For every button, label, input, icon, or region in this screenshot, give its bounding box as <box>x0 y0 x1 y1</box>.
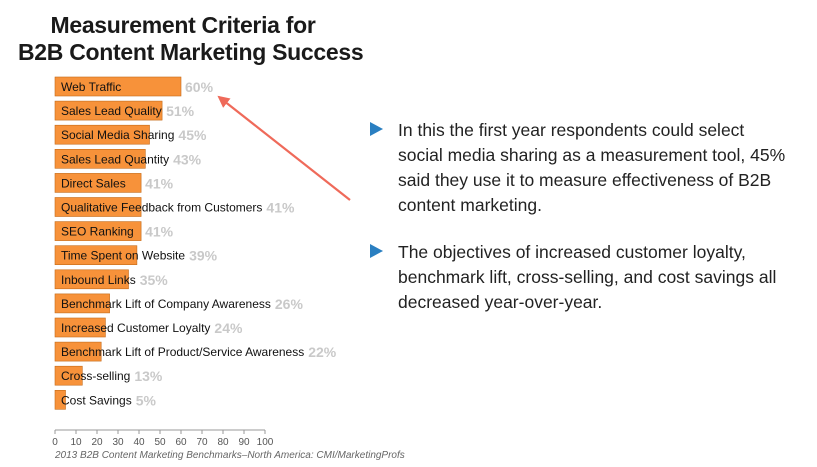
bar-value-label: 41% <box>266 200 295 216</box>
chart-title-line2: B2B Content Marketing Success <box>18 39 364 65</box>
bar-category-label: Benchmark Lift of Product/Service Awaren… <box>61 345 304 359</box>
x-tick-label: 40 <box>133 437 145 448</box>
bullet-list: In this the first year respondents could… <box>370 118 790 337</box>
bar-category-label: Time Spent on Website <box>61 249 185 263</box>
source-citation: 2013 B2B Content Marketing Benchmarks–No… <box>55 450 405 461</box>
bar-category-label: Sales Lead Quality <box>61 104 162 118</box>
bar <box>54 293 110 314</box>
bar-category-label: SEO Ranking <box>61 225 134 239</box>
triangle-bullet-icon <box>370 122 383 136</box>
bar-category-label: Cost Savings <box>61 393 132 407</box>
x-tick-label: 20 <box>91 437 103 448</box>
bar <box>54 269 129 290</box>
x-tick-label: 80 <box>217 437 229 448</box>
bar-value-label: 39% <box>189 248 218 264</box>
bar <box>54 365 83 386</box>
bar <box>54 389 66 410</box>
bar-value-label: 45% <box>178 127 207 143</box>
bar <box>54 100 163 121</box>
bar-category-label: Increased Customer Loyalty <box>61 321 210 335</box>
bar-value-label: 24% <box>214 320 243 336</box>
x-tick-label: 0 <box>52 437 58 448</box>
bullet-text: In this the first year respondents could… <box>398 120 786 215</box>
bar-value-label: 60% <box>185 79 214 95</box>
bar <box>54 221 142 241</box>
chart-title: Measurement Criteria for B2B Content Mar… <box>18 12 364 66</box>
bullet-item: In this the first year respondents could… <box>370 118 790 218</box>
bar <box>54 149 146 169</box>
bar-value-label: 41% <box>145 224 174 240</box>
chart-title-line1: Measurement Criteria for <box>50 12 316 38</box>
bar <box>54 317 106 338</box>
bar <box>54 245 138 265</box>
annotation-arrow <box>217 95 351 201</box>
bar-category-label: Cross-selling <box>61 369 130 383</box>
bar-category-label: Benchmark Lift of Company Awareness <box>61 297 271 311</box>
x-tick-label: 90 <box>238 437 250 448</box>
x-tick-label: 30 <box>112 437 124 448</box>
x-tick-label: 100 <box>257 437 274 448</box>
bar-value-label: 43% <box>173 151 202 167</box>
bar-category-label: Qualitative Feedback from Customers <box>61 201 262 215</box>
bar <box>54 197 142 217</box>
bar-category-label: Inbound Links <box>61 273 136 287</box>
bar <box>54 173 142 193</box>
bar-category-label: Social Media Sharing <box>61 128 174 142</box>
bar-value-label: 13% <box>134 368 163 384</box>
x-tick-label: 10 <box>70 437 82 448</box>
bar <box>54 124 150 145</box>
bullet-text: The objectives of increased customer loy… <box>398 242 777 312</box>
bar-category-label: Sales Lead Quantity <box>61 152 169 166</box>
x-tick-label: 60 <box>175 437 187 448</box>
bar-value-label: 41% <box>145 175 174 191</box>
bar-category-label: Direct Sales <box>61 176 126 190</box>
bar-value-label: 5% <box>136 392 157 408</box>
x-tick-label: 50 <box>154 437 166 448</box>
bar-value-label: 22% <box>308 344 337 360</box>
bar <box>54 76 182 97</box>
x-tick-label: 70 <box>196 437 208 448</box>
bar-value-label: 35% <box>140 272 169 288</box>
bar-value-label: 51% <box>166 103 195 119</box>
bars-group: Web Traffic 60% Sales Lead Quality 51% Socia… <box>54 76 337 410</box>
bar-value-label: 26% <box>275 296 304 312</box>
bar-category-label: Web Traffic <box>61 80 121 94</box>
bar <box>54 341 102 362</box>
triangle-bullet-icon <box>370 244 383 258</box>
x-axis: 0 10 20 30 40 50 60 70 80 90 100 <box>52 429 274 448</box>
bullet-item: The objectives of increased customer loy… <box>370 240 790 315</box>
